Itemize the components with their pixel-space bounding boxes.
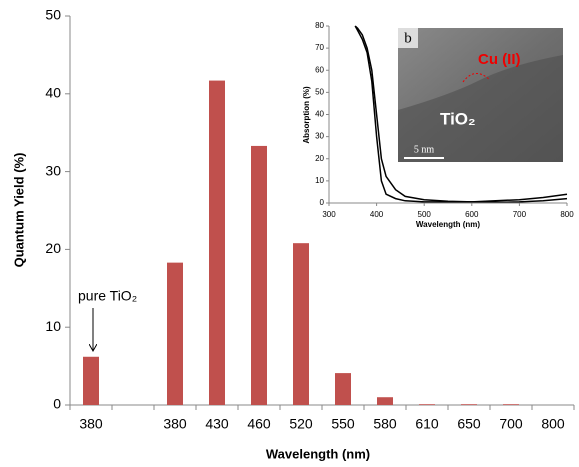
panel-label: b: [404, 30, 412, 46]
bar: [503, 404, 519, 405]
bar: [419, 404, 435, 405]
inset-y-tick-label: 70: [315, 43, 324, 52]
inset-y-tick-label: 10: [315, 176, 324, 185]
bar: [209, 81, 225, 405]
inset: b Cu (II) TiO₂ 5 nm 0 10 20 30 40 50 60 70 80 300…: [300, 18, 576, 240]
y-tick-label: 50: [45, 7, 61, 23]
y-tick-label: 10: [45, 318, 61, 334]
inset-y-tick-label: 50: [315, 87, 324, 96]
inset-x-tick-label: 400: [370, 210, 384, 219]
y-tick-label: 40: [45, 85, 61, 101]
y-axis-title: Quantum Yield (%): [11, 153, 26, 268]
inset-y-tick-label: 20: [315, 154, 324, 163]
x-tick-label: 380: [163, 416, 187, 432]
bar: [167, 263, 183, 405]
x-tick-label: 520: [289, 416, 313, 432]
x-tick-label: 550: [331, 416, 355, 432]
x-tick-label: 580: [373, 416, 397, 432]
x-tick-label: 650: [457, 416, 481, 432]
inset-x-tick-label: 700: [513, 210, 527, 219]
inset-y-tick-label: 80: [315, 21, 324, 30]
x-tick-label: 610: [415, 416, 439, 432]
host-label: TiO₂: [440, 109, 476, 128]
x-tick-label: 700: [499, 416, 523, 432]
bar: [83, 357, 99, 405]
y-tick-label: 30: [45, 162, 61, 178]
inset-y-tick-label: 0: [320, 198, 325, 207]
x-tick-label: 460: [247, 416, 271, 432]
inset-x-axis-title: Wavelength (nm): [416, 220, 480, 229]
dopant-label: Cu (II): [478, 51, 521, 68]
annotation: pure TiO₂: [78, 288, 137, 304]
y-tick-label: 0: [53, 396, 61, 412]
bar: [293, 243, 309, 405]
inset-y-tick-label: 60: [315, 65, 324, 74]
inset-x-tick-label: 500: [418, 210, 432, 219]
bar: [251, 146, 267, 405]
inset-y-tick-label: 40: [315, 110, 324, 119]
scale-label: 5 nm: [414, 144, 435, 155]
x-tick-label: 380: [79, 416, 103, 432]
inset-x-tick-label: 600: [465, 210, 479, 219]
inset-y-axis-title: Absorption (%): [302, 86, 311, 144]
bar: [461, 404, 477, 405]
inset-x-tick-label: 300: [322, 210, 336, 219]
inset-y-tick-label: 30: [315, 132, 324, 141]
bar: [377, 397, 393, 405]
bar: [335, 373, 351, 405]
x-tick-label: 800: [541, 416, 565, 432]
figure: Quantum Yield (%) Wavelength (nm) pure T…: [0, 0, 579, 467]
x-axis-title: Wavelength (nm): [266, 446, 370, 461]
y-tick-label: 20: [45, 240, 61, 256]
inset-x-tick-label: 800: [560, 210, 574, 219]
x-tick-label: 430: [205, 416, 229, 432]
